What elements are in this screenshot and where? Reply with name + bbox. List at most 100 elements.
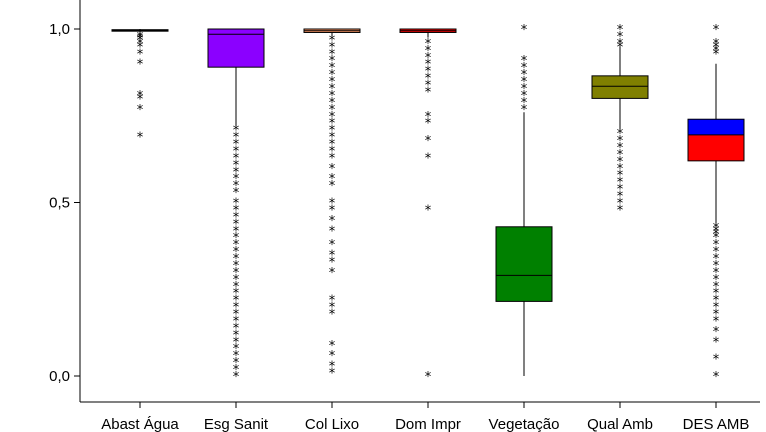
outlier-point: *	[713, 228, 720, 243]
outlier-point: *	[425, 203, 432, 218]
outlier-point: *	[137, 37, 144, 52]
outlier-point: *	[329, 103, 336, 118]
outlier-point: *	[137, 47, 144, 62]
outlier-point: *	[329, 162, 336, 177]
outlier-point: *	[521, 103, 528, 118]
outlier-point: *	[425, 37, 432, 52]
outlier-point: *	[521, 23, 528, 38]
box-lower-half	[688, 134, 744, 161]
outlier-point: *	[329, 294, 336, 309]
outlier-point: *	[713, 335, 720, 350]
outlier-point: *	[713, 294, 720, 309]
outlier-point: *	[425, 134, 432, 149]
outlier-point: *	[329, 266, 336, 281]
outlier-point: *	[425, 370, 432, 385]
outlier-point: *	[137, 131, 144, 146]
outlier-point: *	[329, 367, 336, 382]
outlier-point: *	[713, 287, 720, 302]
outlier-point: *	[233, 252, 240, 267]
outlier-point: *	[617, 37, 624, 52]
outlier-point: *	[713, 266, 720, 281]
outlier-point: *	[425, 151, 432, 166]
outlier-point: *	[233, 349, 240, 364]
outlier-point: *	[329, 144, 336, 159]
outlier-point: *	[233, 203, 240, 218]
outlier-point: *	[329, 117, 336, 132]
outlier-point: *	[713, 238, 720, 253]
outlier-point: *	[425, 85, 432, 100]
outlier-point: *	[233, 280, 240, 295]
outlier-point: *	[425, 44, 432, 59]
outlier-point: *	[713, 44, 720, 59]
outlier-point: *	[617, 183, 624, 198]
outlier-point: *	[713, 280, 720, 295]
outlier-point: *	[329, 47, 336, 62]
outlier-point: *	[137, 58, 144, 73]
outlier-point: *	[713, 325, 720, 340]
outlier-point: *	[617, 23, 624, 38]
outlier-point: *	[329, 179, 336, 194]
outlier-point: *	[233, 301, 240, 316]
outlier-point: *	[137, 103, 144, 118]
outlier-point: *	[425, 65, 432, 80]
outlier-point: *	[233, 144, 240, 159]
x-category-label: Dom Impr	[395, 416, 461, 432]
box	[495, 226, 553, 302]
outlier-point: *	[617, 141, 624, 156]
outlier-point: *	[233, 124, 240, 139]
x-category-label: DES AMB	[683, 416, 750, 432]
outlier-point: *	[713, 301, 720, 316]
outlier-point: *	[329, 151, 336, 166]
outlier-point: *	[329, 131, 336, 146]
outlier-point: *	[233, 287, 240, 302]
y-tick-label: 0,0	[49, 368, 70, 385]
outlier-point: *	[329, 54, 336, 69]
y-tick-label: 1,0	[49, 21, 70, 38]
outlier-point: *	[233, 131, 240, 146]
outlier-point: *	[137, 89, 144, 104]
outlier-point: *	[329, 249, 336, 264]
x-category-label: Vegetação	[489, 416, 560, 432]
outlier-point: *	[521, 96, 528, 111]
outlier-point: *	[329, 110, 336, 125]
outlier-point: *	[713, 47, 720, 62]
outlier-point: *	[233, 231, 240, 246]
x-category-label: Qual Amb	[587, 416, 653, 432]
outlier-point: *	[233, 308, 240, 323]
box-outline	[687, 118, 745, 162]
outlier-point: *	[521, 54, 528, 69]
outlier-point: *	[617, 203, 624, 218]
outlier-point: *	[329, 124, 336, 139]
outlier-point: *	[521, 75, 528, 90]
outlier-point: *	[329, 349, 336, 364]
outlier-point: *	[713, 40, 720, 55]
outlier-point: *	[713, 314, 720, 329]
outlier-point: *	[713, 252, 720, 267]
outlier-point: *	[233, 158, 240, 173]
outlier-point: *	[329, 68, 336, 83]
outlier-point: *	[329, 301, 336, 316]
outlier-point: *	[329, 61, 336, 76]
outlier-point: *	[233, 363, 240, 378]
outlier-point: *	[425, 117, 432, 132]
outlier-point: *	[137, 33, 144, 48]
outlier-point: *	[329, 224, 336, 239]
outlier-point: *	[617, 134, 624, 149]
outlier-point: *	[713, 308, 720, 323]
outlier-point: *	[329, 75, 336, 90]
outlier-point: *	[713, 353, 720, 368]
outlier-point: *	[713, 221, 720, 236]
outlier-point: *	[233, 370, 240, 385]
outlier-point: *	[329, 82, 336, 97]
outlier-point: *	[233, 197, 240, 212]
outlier-point: *	[617, 148, 624, 163]
outlier-point: *	[233, 210, 240, 225]
outlier-point: *	[233, 245, 240, 260]
outlier-point: *	[329, 138, 336, 153]
outlier-point: *	[329, 238, 336, 253]
outlier-point: *	[233, 314, 240, 329]
outlier-point: *	[233, 179, 240, 194]
outlier-point: *	[521, 68, 528, 83]
outlier-point: *	[713, 273, 720, 288]
